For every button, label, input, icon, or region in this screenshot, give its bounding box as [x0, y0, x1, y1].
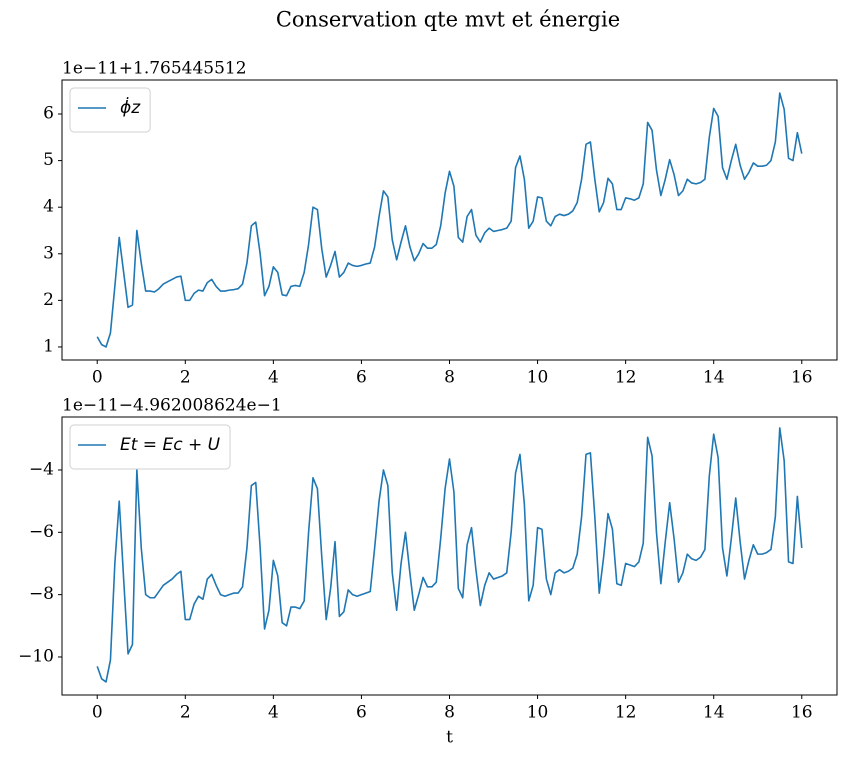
y-tick-label: 5: [43, 150, 54, 170]
x-tick-label: 14: [703, 368, 725, 388]
y-tick-label: −6: [29, 522, 54, 542]
offset-text: 1e−11−4.962008624e−1: [62, 396, 282, 416]
y-tick-label: 4: [43, 197, 54, 217]
y-tick-label: 1: [43, 336, 54, 356]
axes-frame: [61, 79, 838, 361]
x-tick-label: 14: [703, 703, 725, 723]
y-tick-label: 3: [43, 243, 54, 263]
legend-label: ϕ̇z: [120, 95, 141, 118]
y-tick-label: −8: [29, 584, 54, 604]
x-tick-label: 16: [791, 368, 813, 388]
data-line: [96, 92, 803, 348]
figure-title: Conservation qte mvt et énergie: [276, 8, 620, 32]
legend: Et = Ec + U: [69, 424, 231, 470]
legend-box: [69, 87, 151, 133]
data-line: [96, 427, 803, 683]
y-tick-label: −10: [18, 646, 54, 666]
x-tick-label: 4: [268, 368, 279, 388]
legend: ϕ̇z: [69, 87, 151, 133]
y-tick-label: 6: [43, 104, 54, 124]
x-tick-label: 6: [356, 368, 367, 388]
x-tick-label: 6: [356, 703, 367, 723]
x-tick-label: 2: [180, 368, 191, 388]
x-tick-label: 12: [615, 703, 637, 723]
legend-box: [69, 424, 231, 470]
x-tick-label: 0: [92, 368, 103, 388]
x-tick-label: 0: [92, 703, 103, 723]
offset-text: 1e−11+1.765445512: [62, 59, 247, 79]
x-tick-label: 2: [180, 703, 191, 723]
x-tick-label: 16: [791, 703, 813, 723]
x-tick-label: 10: [527, 368, 549, 388]
x-tick-label: 10: [527, 703, 549, 723]
y-tick-label: 2: [43, 290, 54, 310]
axes-frame: [61, 416, 838, 696]
x-tick-label: 8: [444, 703, 455, 723]
legend-label: Et = Ec + U: [120, 435, 221, 455]
y-tick-label: −4: [29, 459, 54, 479]
x-tick-label: 4: [268, 703, 279, 723]
x-tick-label: 12: [615, 368, 637, 388]
x-tick-label: 8: [444, 368, 455, 388]
x-axis-label: t: [446, 728, 453, 748]
